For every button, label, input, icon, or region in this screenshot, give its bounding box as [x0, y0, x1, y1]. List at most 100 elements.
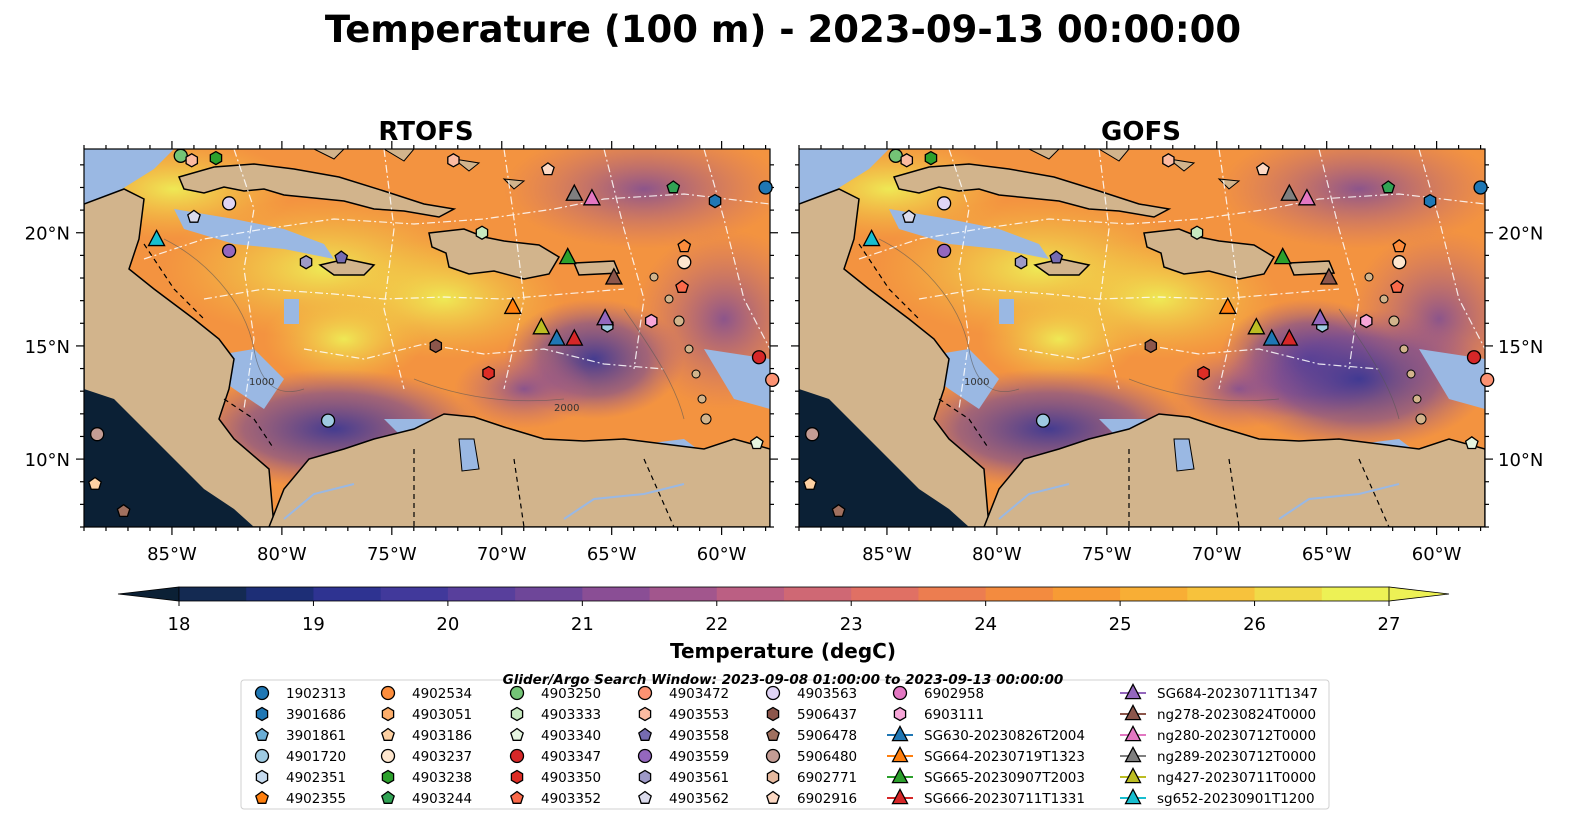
rtofs-marker-22 — [765, 372, 780, 388]
legend-label: 6902916 — [797, 791, 857, 807]
legend-marker — [381, 769, 395, 785]
legend-marker — [255, 790, 269, 804]
legend-marker — [891, 766, 909, 784]
legend-marker — [1124, 766, 1142, 784]
legend-marker — [638, 769, 652, 785]
lat-label: 15°N — [25, 337, 70, 358]
legend-label: ng427-20230711T0000 — [1157, 770, 1316, 786]
lon-label: 80°W — [257, 544, 307, 565]
colorbar-cell — [179, 587, 247, 601]
legend-label: 5906478 — [797, 728, 857, 744]
legend-marker — [891, 745, 909, 763]
legend-label: 4903350 — [541, 770, 601, 786]
gofs-marker-29 — [1280, 183, 1299, 201]
lon-label: 75°W — [367, 544, 417, 565]
gofs-marker-23 — [1035, 413, 1051, 428]
rtofs-marker-17 — [644, 313, 658, 329]
contour-labels: 1000 1000 2000 — [249, 377, 989, 414]
gofs-marker-13 — [1049, 250, 1064, 264]
rtofs-marker-11 — [677, 238, 692, 253]
legend-marker — [380, 748, 396, 764]
colorbar-cell — [447, 587, 516, 601]
colorbar-label: Temperature (degC) — [670, 639, 896, 663]
legend-label: 6902771 — [797, 770, 857, 786]
rtofs-marker-29 — [565, 183, 584, 201]
colorbar-tick-label: 25 — [1109, 614, 1132, 635]
gofs-marker-15 — [1392, 255, 1407, 270]
lat-labels-right: 20°N 15°N 10°N — [1498, 224, 1543, 471]
rtofs-marker-10 — [475, 225, 489, 240]
lon-label: 60°W — [697, 544, 747, 565]
colorbar-extend-low — [117, 586, 180, 602]
colorbar-cell — [985, 587, 1054, 601]
colorbar-cell — [1120, 587, 1188, 601]
legend-marker — [638, 706, 652, 722]
rtofs-marker-1 — [185, 153, 199, 168]
legend-marker — [766, 727, 780, 741]
legend-marker — [254, 685, 270, 701]
rtofs-marker-14 — [299, 254, 313, 270]
colorbar-cell — [1254, 587, 1323, 601]
legend-title: Glider/Argo Search Window: 2023-09-08 01… — [503, 672, 1064, 688]
gofs-marker-33 — [1218, 296, 1237, 315]
gofs-marker-5 — [1381, 180, 1396, 194]
colorbar-tick-label: 22 — [705, 614, 728, 635]
lon-label: 80°W — [972, 544, 1022, 565]
legend-label: 3901686 — [286, 707, 346, 723]
gofs-marker-17 — [1359, 313, 1373, 329]
legend-label: 4902534 — [412, 686, 472, 702]
lon-label: 85°W — [147, 544, 197, 565]
legend-label: 4902355 — [286, 791, 346, 807]
rtofs-marker-30 — [582, 188, 601, 206]
legend-marker — [381, 727, 395, 741]
rtofs-marker-16 — [675, 279, 689, 293]
gofs-marker-8 — [936, 196, 952, 211]
legend-label: 1902313 — [286, 686, 346, 702]
legend-marker — [510, 706, 524, 722]
lat-label: 15°N — [1498, 337, 1543, 358]
legend-marker — [381, 706, 395, 722]
rtofs-marker-8 — [221, 196, 237, 211]
legend-label: SG666-20230711T1331 — [924, 791, 1085, 807]
legend-label: SG665-20230907T2003 — [924, 770, 1085, 786]
legend-marker — [510, 790, 524, 804]
legend-marker — [765, 748, 781, 764]
legend-marker — [638, 727, 652, 741]
rtofs-marker-21 — [482, 365, 495, 381]
legend-label: SG630-20230826T2004 — [924, 728, 1085, 744]
legend-marker — [765, 685, 781, 701]
gofs-marker-7 — [1423, 193, 1437, 209]
gofs-marker-12 — [936, 243, 952, 259]
lon-label: 65°W — [1302, 544, 1352, 565]
legend-label: 4903347 — [541, 749, 601, 765]
gofs-marker-28 — [862, 228, 881, 247]
legend-label: sg652-20230901T1200 — [1157, 791, 1315, 807]
rtofs-marker-35 — [547, 328, 566, 346]
legend-label: 4902351 — [286, 770, 346, 786]
rtofs-marker-7 — [708, 193, 722, 209]
legend-label: 4903333 — [541, 707, 601, 723]
legend-marker — [637, 748, 653, 764]
legend-marker — [1124, 745, 1142, 763]
legend-label: 4903559 — [669, 749, 729, 765]
rtofs-markers — [88, 148, 780, 518]
legend-label: 4903340 — [541, 728, 601, 744]
gofs-marker-6 — [1473, 180, 1488, 195]
rtofs-marker-25 — [749, 436, 764, 450]
legend-marker — [766, 769, 780, 785]
rtofs-marker-34 — [532, 317, 551, 335]
lat-label: 20°N — [1498, 224, 1543, 245]
colorbar-cell — [649, 587, 718, 601]
colorbar-cell — [784, 587, 852, 601]
colorbar-tick-label: 24 — [974, 614, 997, 635]
legend-label: ng278-20230824T0000 — [1157, 707, 1316, 723]
gofs-marker-21 — [1197, 365, 1210, 381]
legend-marker — [254, 748, 270, 764]
colorbar-cell — [246, 587, 314, 601]
legend-label: 4903562 — [669, 791, 729, 807]
lon-label: 70°W — [477, 544, 527, 565]
rtofs-marker-36 — [565, 328, 584, 346]
gofs-marker-2 — [924, 150, 938, 166]
colorbar-cell — [380, 587, 449, 601]
